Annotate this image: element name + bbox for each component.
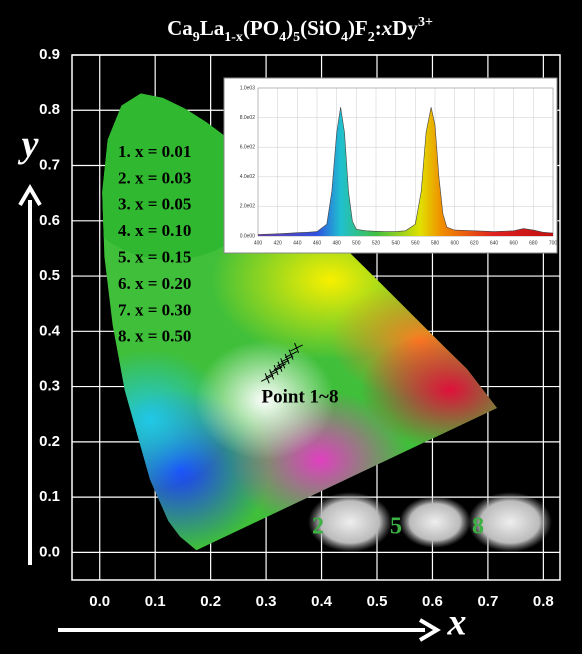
legend-entry: 3. x = 0.05	[118, 195, 191, 214]
title-part: x	[381, 16, 393, 40]
title-part: 5	[293, 30, 300, 45]
x-tick-label: 0.8	[533, 593, 554, 610]
x-tick-label: 0.6	[422, 593, 443, 610]
legend-entry: 7. x = 0.30	[118, 300, 191, 319]
y-tick-label: 0.1	[39, 488, 60, 505]
inset-spectrum: 400 420 440 460 480 500 520 540 560 580 600 620 640 6…	[224, 78, 557, 253]
title-part: 3+	[418, 15, 433, 30]
x-tick-label: 680	[529, 240, 538, 246]
point-label: Point 1~8	[262, 386, 339, 407]
x-tick-label: 420	[273, 240, 282, 246]
x-axis-label: x	[447, 602, 467, 644]
y-tick-label: 0.2	[39, 433, 60, 450]
legend-entry: 5. x = 0.15	[118, 248, 191, 267]
x-tick-label: 0.4	[311, 593, 333, 610]
x-tick-label: 560	[411, 240, 420, 246]
y-tick-label: 6.0e02	[240, 145, 256, 151]
y-tick-label: 2.0e02	[240, 204, 256, 210]
y-tick-label: 0.8	[39, 101, 60, 118]
legend-entry: 6. x = 0.20	[118, 274, 191, 293]
sample-label: 8	[472, 514, 484, 540]
sample-photos	[308, 492, 552, 552]
x-tick-label: 600	[450, 240, 459, 246]
x-tick-label: 500	[352, 240, 361, 246]
y-tick-label: 0.0	[39, 543, 60, 560]
x-tick-label: 520	[372, 240, 381, 246]
x-tick-label: 0.7	[477, 593, 498, 610]
y-tick-label: 0.6	[39, 212, 60, 229]
y-tick-label: 0.9	[39, 46, 60, 63]
sample-label: 5	[390, 514, 402, 540]
x-tick-label: 620	[470, 240, 479, 246]
y-tick-label: 0.4	[39, 322, 61, 339]
y-tick-label: 8.0e02	[240, 115, 256, 121]
sample-label: 2	[312, 514, 324, 540]
title-part: La	[200, 16, 225, 40]
legend-entry: 8. x = 0.50	[118, 327, 191, 346]
title-part: 2	[368, 30, 375, 45]
x-tick-label: 440	[293, 240, 302, 246]
x-tick-label: 0.3	[256, 593, 277, 610]
x-tick-label: 0.5	[367, 593, 388, 610]
x-tick-label: 540	[391, 240, 400, 246]
legend-entry: 1. x = 0.01	[118, 142, 191, 161]
x-tick-label: 640	[490, 240, 499, 246]
y-tick-label: 0.3	[39, 378, 60, 395]
title-part: 1-x	[224, 30, 243, 45]
title-part: )F	[348, 16, 368, 40]
y-tick-label: 4.0e02	[240, 174, 256, 180]
title-part: 4	[341, 30, 348, 45]
title-part: :	[375, 16, 382, 40]
title-part: (SiO	[300, 16, 341, 40]
y-tick-label: 0.5	[39, 267, 60, 284]
y-tick-label: 0.7	[39, 156, 60, 173]
x-tick-label: 480	[332, 240, 341, 246]
x-tick-label: 700	[549, 240, 558, 246]
y-axis-label: y	[18, 124, 39, 166]
x-tick-label: 460	[313, 240, 322, 246]
title-part: (PO	[243, 16, 279, 40]
title-part: Ca	[167, 16, 193, 40]
title-part: Dy	[392, 16, 418, 40]
x-tick-label: 0.2	[200, 593, 221, 610]
y-tick-label: 1.0e03	[240, 85, 256, 91]
legend-entry: 2. x = 0.03	[118, 168, 191, 187]
y-tick-label: 0.0e00	[240, 233, 256, 239]
x-tick-label: 400	[254, 240, 263, 246]
title-part: )	[286, 16, 293, 40]
x-tick-label: 580	[431, 240, 440, 246]
x-tick-label: 660	[509, 240, 518, 246]
legend-entry: 4. x = 0.10	[118, 221, 191, 240]
chart: 400 420 440 460 480 500 520 540 560 580 600 620 640 6…	[0, 0, 582, 654]
title-part: 4	[279, 30, 286, 45]
x-tick-label: 0.1	[145, 593, 166, 610]
title-part: 9	[193, 30, 200, 45]
x-tick-label: 0.0	[89, 593, 110, 610]
